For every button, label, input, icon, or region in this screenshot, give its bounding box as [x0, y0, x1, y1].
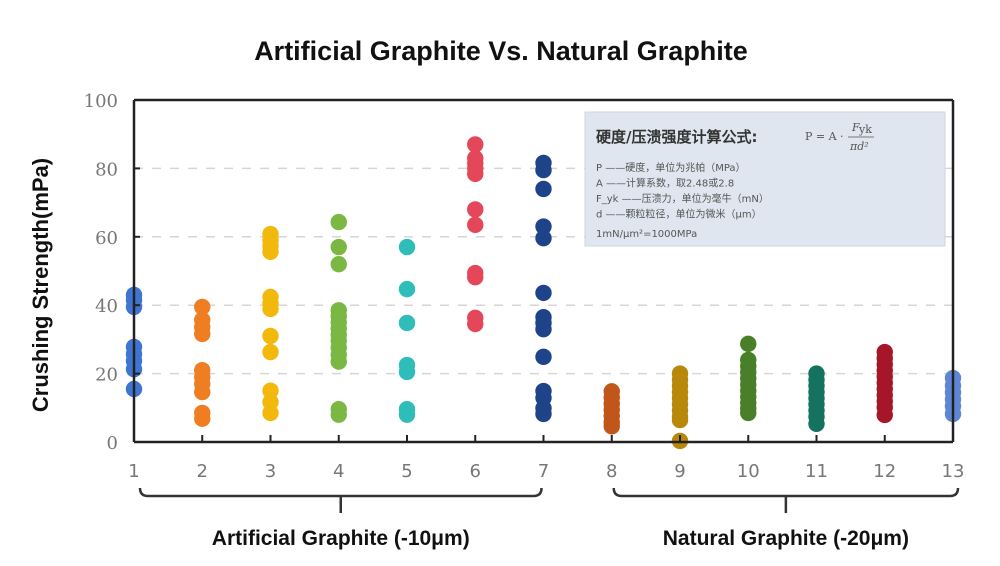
series-4	[330, 213, 347, 423]
series-2	[194, 298, 211, 427]
x-tick-label: 6	[470, 461, 481, 482]
series-7	[535, 154, 552, 423]
data-point	[194, 410, 211, 427]
x-tick-label: 7	[538, 461, 549, 482]
data-point	[535, 229, 552, 247]
formula-annotation-box: 硬度/压溃强度计算公式: P = A · F yk πd² P ——硬度，单位为兆帕（MP…	[584, 111, 946, 247]
data-point	[330, 213, 347, 231]
data-point	[262, 404, 279, 422]
data-point	[398, 238, 416, 256]
series-3	[262, 225, 279, 422]
data-point	[398, 314, 416, 332]
data-point	[467, 315, 484, 333]
data-point	[535, 284, 552, 302]
data-point	[262, 382, 279, 399]
x-tick-label: 13	[942, 461, 965, 482]
annotation-line: P ——硬度，单位为兆帕（MPa）	[596, 161, 746, 174]
data-point	[398, 363, 416, 381]
data-point	[262, 300, 279, 318]
x-tick-label: 3	[265, 461, 276, 482]
data-point	[740, 404, 757, 422]
y-tick-label: 60	[95, 228, 118, 249]
data-point	[467, 136, 484, 153]
data-point	[194, 325, 211, 343]
data-point	[535, 320, 552, 338]
data-point	[467, 216, 484, 234]
bracket-line	[612, 487, 960, 498]
x-tick-label: 12	[873, 461, 896, 482]
data-point	[398, 280, 416, 298]
x-axis-ticks: 1 2 3 4 5 6 7 8 9 10 11 12 13	[128, 435, 964, 482]
data-point	[330, 353, 347, 370]
series-12	[876, 343, 893, 424]
annotation-formula: P = A ·	[805, 130, 844, 143]
series-8	[603, 383, 620, 435]
group-label: Natural Graphite (-20μm)	[663, 527, 909, 550]
data-point	[467, 165, 484, 183]
data-point	[535, 180, 552, 198]
series-5	[398, 238, 416, 423]
chart-title: Artificial Graphite Vs. Natural Graphite	[254, 36, 748, 66]
data-point	[262, 327, 279, 345]
bracket-line	[138, 487, 543, 498]
data-point	[535, 348, 552, 366]
data-point	[398, 406, 416, 423]
group-label: Artificial Graphite (-10μm)	[212, 527, 470, 550]
annotation-line: 1mN/μm²=1000MPa	[596, 229, 697, 240]
group-bracket: Artificial Graphite (-10μm)	[138, 487, 543, 550]
series-11	[808, 365, 825, 433]
formula-denominator: πd²	[849, 140, 869, 153]
data-point	[603, 418, 620, 435]
data-point	[467, 201, 484, 218]
series-10	[740, 335, 757, 422]
data-point	[330, 238, 347, 256]
y-axis-ticks: 0 20 40 60 80 100	[84, 91, 140, 454]
x-tick-label: 10	[737, 461, 760, 482]
data-point	[671, 411, 689, 429]
x-tick-label: 4	[333, 461, 344, 482]
series-9	[671, 365, 689, 450]
group-brackets: Artificial Graphite (-10μm) Natural Graph…	[138, 487, 960, 550]
y-tick-label: 80	[95, 159, 118, 180]
x-tick-label: 5	[401, 461, 412, 482]
data-point	[535, 405, 552, 423]
group-bracket: Natural Graphite (-20μm)	[612, 487, 960, 550]
y-tick-label: 0	[107, 433, 118, 454]
annotation-box-background	[584, 111, 946, 247]
x-tick-label: 8	[606, 461, 617, 482]
y-tick-label: 100	[84, 91, 118, 112]
annotation-line: A ——计算系数，取2.48或2.8	[596, 177, 734, 190]
data-point	[876, 406, 893, 424]
y-tick-label: 40	[95, 296, 118, 317]
data-point	[808, 415, 825, 433]
data-point	[330, 406, 347, 423]
data-point	[535, 161, 552, 179]
y-tick-label: 20	[95, 365, 118, 386]
x-tick-label: 2	[197, 461, 208, 482]
annotation-title: 硬度/压溃强度计算公式:	[596, 128, 757, 146]
data-point	[740, 335, 757, 353]
x-tick-label: 9	[674, 461, 685, 482]
series-6	[467, 136, 484, 333]
y-axis-label: Crushing Strength(mPa)	[28, 158, 53, 412]
formula-numerator: F	[851, 121, 860, 134]
x-tick-label: 1	[128, 461, 139, 482]
data-point	[262, 343, 279, 361]
data-point	[194, 383, 211, 401]
data-point	[194, 298, 211, 316]
annotation-line: d ——颗粒粒径，单位为微米（μm）	[596, 208, 762, 221]
formula-subscript: yk	[858, 123, 872, 136]
data-point	[330, 255, 347, 273]
x-tick-label: 11	[805, 461, 828, 482]
data-point	[467, 268, 484, 286]
data-point	[535, 218, 552, 235]
data-point	[262, 243, 279, 261]
annotation-line: F_yk ——压溃力，单位为毫牛（mN）	[596, 192, 769, 205]
